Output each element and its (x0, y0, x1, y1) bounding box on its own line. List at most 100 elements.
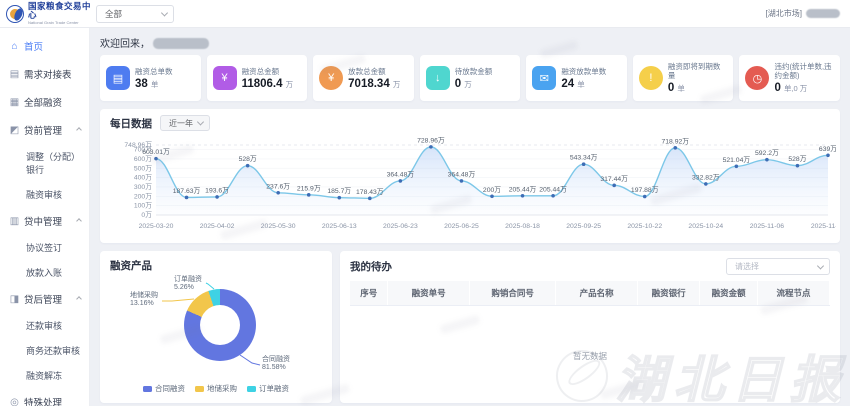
finance-list-icon: ▦ (9, 96, 20, 108)
sidebar-item-首页[interactable]: ⌂ 首页 (0, 32, 89, 60)
svg-text:187.63万: 187.63万 (173, 187, 201, 195)
stat-card: ! 融资即将到期数量 0 单 (632, 55, 734, 101)
stat-value: 0 单,0 万 (774, 82, 808, 94)
todo-column-购销合同号: 购销合同号 (470, 281, 557, 305)
chevron-down-icon (816, 261, 825, 270)
todo-column-融资银行: 融资银行 (638, 281, 701, 305)
stat-label: 融资总金额 (241, 66, 280, 76)
sidebar-item-label: 特殊处理 (24, 398, 63, 406)
svg-text:178.43万: 178.43万 (356, 188, 384, 196)
svg-text:728.96万: 728.96万 (417, 136, 445, 144)
svg-text:205.44万: 205.44万 (539, 185, 567, 193)
sidebar-subitem-融资审核[interactable]: 融资审核 (26, 190, 63, 200)
sidebar-item-需求对接表[interactable]: ▤ 需求对接表 (0, 60, 89, 88)
sidebar-subitem-还款审核[interactable]: 还款审核 (26, 321, 63, 331)
svg-text:2025-06-23: 2025-06-23 (383, 223, 418, 230)
legend-label: 合同融资 (155, 384, 185, 393)
donut-legend: 合同融资 地储采购 订单融资 (110, 383, 322, 394)
sidebar-item-label: 贷后管理 (24, 295, 63, 306)
stat-label: 放款总金额 (348, 66, 386, 76)
legend-item-订单融资[interactable]: 订单融资 (247, 383, 289, 394)
home-icon: ⌂ (11, 40, 18, 52)
sidebar: ⌂ 首页 ▤ 需求对接表 ▦ 全部融资 ◩ 贷前管理调整（分配）银行融资审核 ▥ 贷中管理协议签订… (0, 28, 90, 406)
legend-item-合同融资[interactable]: 合同融资 (143, 383, 185, 394)
sidebar-subitem-放款入账[interactable]: 放款入账 (26, 268, 63, 278)
todo-filter-select[interactable]: 请选择 (726, 258, 830, 275)
welcome-line: 欢迎回来， (100, 35, 840, 51)
welcome-text: 欢迎回来， (100, 39, 150, 50)
svg-text:5.26%: 5.26% (174, 284, 194, 291)
stat-card: ↓ 待放款金额 0 万 (419, 55, 521, 101)
svg-text:400万: 400万 (134, 174, 152, 182)
stat-value: 0 单 (667, 82, 685, 94)
grain-logo-icon (6, 4, 24, 23)
legend-label: 地储采购 (207, 384, 237, 393)
svg-text:197.88万: 197.88万 (631, 186, 659, 194)
market-select-value: 全部 (105, 8, 123, 19)
sidebar-item-label: 贷前管理 (24, 126, 63, 137)
svg-text:528万: 528万 (788, 155, 806, 163)
stat-label: 违约(统计单数,违约金额) (774, 62, 832, 80)
legend-swatch-icon (247, 385, 256, 392)
stat-value: 38 单 (135, 77, 159, 90)
market-select[interactable]: 全部 (96, 4, 174, 23)
chevron-up-icon (76, 127, 82, 133)
document-icon: ▤ (106, 66, 130, 90)
products-donut-chart (184, 289, 256, 361)
todo-empty-text: 暂无数据 (572, 351, 607, 361)
stat-value: 24 单 (561, 77, 585, 90)
sidebar-item-贷后管理[interactable]: ◨ 贷后管理 (0, 285, 89, 313)
sidebar-item-全部融资[interactable]: ▦ 全部融资 (0, 88, 89, 116)
legend-label: 订单融资 (259, 384, 289, 393)
svg-text:2025-06-25: 2025-06-25 (444, 223, 479, 230)
date-range-select[interactable]: 近一年 (160, 115, 210, 131)
products-title: 融资产品 (110, 260, 152, 272)
financing-products-card: 融资产品 合同融资 81.58% 地储采购 13.16% 订单融资 5.26% 合同融资地… (100, 251, 332, 403)
due-icon: ! (638, 66, 663, 90)
user-name-redacted[interactable] (806, 9, 840, 18)
sidebar-subitem-协议签订[interactable]: 协议签订 (26, 243, 63, 253)
svg-text:81.58%: 81.58% (262, 364, 286, 371)
sidebar-subitem-调整（分配）银行[interactable]: 调整（分配）银行 (26, 152, 81, 175)
svg-text:200万: 200万 (134, 192, 152, 200)
sidebar-item-特殊处理[interactable]: ◎ 特殊处理 (0, 388, 89, 406)
date-range-value: 近一年 (169, 118, 193, 128)
special-icon: ◎ (10, 396, 19, 406)
svg-text:0万: 0万 (141, 211, 152, 219)
svg-text:2025-04-02: 2025-04-02 (200, 223, 235, 230)
chevron-up-icon (76, 218, 82, 224)
svg-text:2025-05-30: 2025-05-30 (261, 223, 296, 230)
todo-card: 我的待办 请选择 序号 融资单号 购销合同号 产品名称 融资银行 融资金额 流程节点 暂无数… (340, 251, 840, 403)
svg-text:2025-11-18: 2025-11-18 (811, 223, 836, 230)
stat-label: 融资放款单数 (561, 66, 607, 76)
svg-text:2025-09-25: 2025-09-25 (566, 223, 601, 230)
todo-filter-placeholder: 请选择 (735, 262, 759, 271)
svg-text:639万: 639万 (819, 145, 836, 153)
svg-text:364.48万: 364.48万 (448, 170, 476, 178)
sidebar-item-贷前管理[interactable]: ◩ 贷前管理 (0, 116, 89, 144)
legend-item-地储采购[interactable]: 地储采购 (195, 383, 237, 394)
stat-card: ✉ 融资放款单数 24 单 (526, 55, 627, 101)
stat-value: 11806.4 万 (241, 77, 294, 90)
stat-value: 7018.34 万 (348, 77, 401, 90)
svg-text:合同融资: 合同融资 (262, 354, 290, 363)
stat-value: 0 万 (454, 77, 472, 90)
svg-text:332.82万: 332.82万 (692, 173, 720, 181)
svg-text:300万: 300万 (134, 183, 152, 191)
sidebar-item-label: 首页 (24, 42, 44, 53)
svg-text:748.96万: 748.96万 (124, 141, 152, 149)
svg-text:215.9万: 215.9万 (297, 184, 321, 192)
logo-title: 国家粮食交易中心 (28, 0, 92, 20)
sidebar-subitem-融资解冻[interactable]: 融资解冻 (26, 371, 63, 381)
sidebar-item-贷中管理[interactable]: ▥ 贷中管理 (0, 207, 89, 235)
stat-card: ¥ 融资总金额 11806.4 万 (206, 55, 308, 101)
todo-column-序号: 序号 (350, 281, 389, 305)
svg-text:订单融资: 订单融资 (174, 275, 202, 283)
legend-swatch-icon (143, 385, 152, 392)
sidebar-subitem-商务还款审核[interactable]: 商务还款审核 (26, 346, 81, 356)
top-header: 国家粮食交易中心 National Grain Trade Center 全部 … (0, 0, 850, 28)
svg-text:718.92万: 718.92万 (661, 137, 689, 145)
sidebar-item-label: 需求对接表 (24, 70, 72, 81)
